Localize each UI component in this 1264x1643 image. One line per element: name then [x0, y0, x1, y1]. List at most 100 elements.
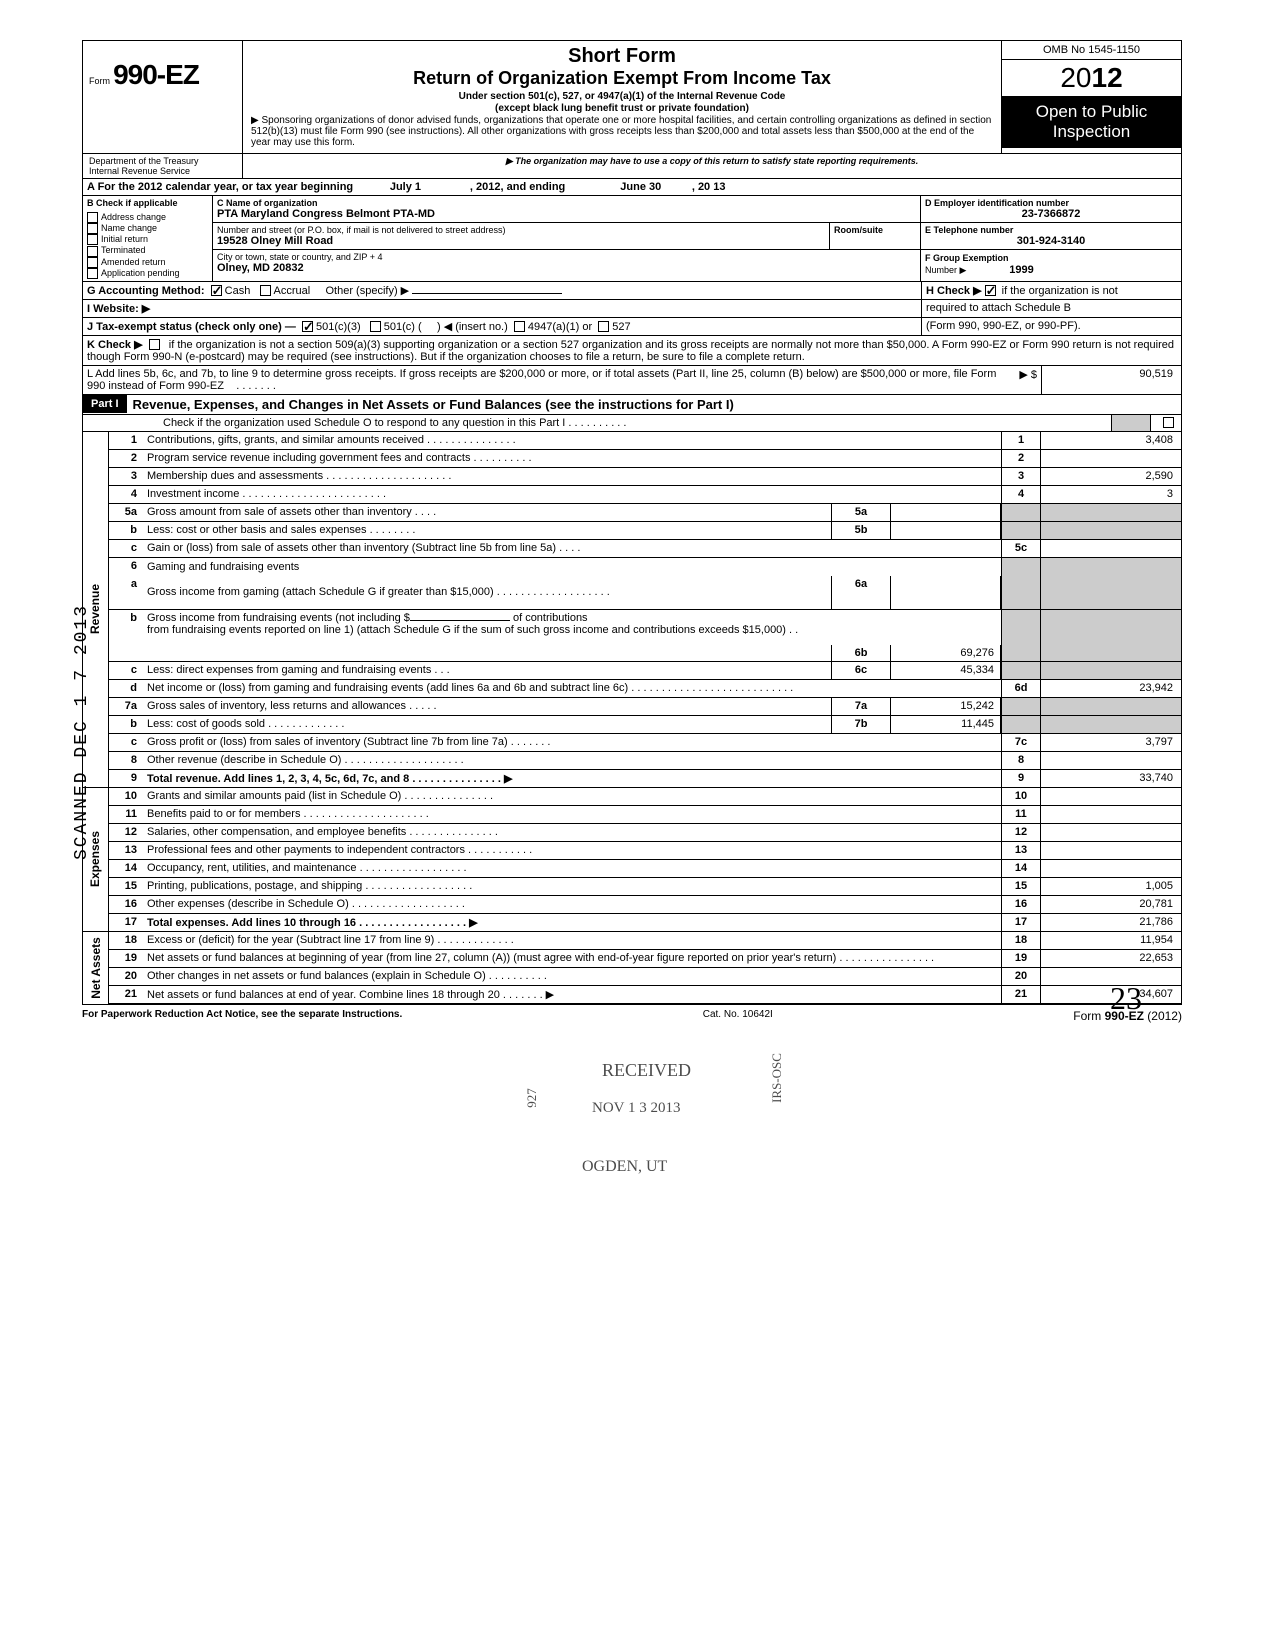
line-a: A For the 2012 calendar year, or tax yea…	[83, 179, 1181, 195]
line-10-box: 10	[1001, 788, 1041, 805]
line-14-box: 14	[1001, 860, 1041, 877]
line-5b-desc: Less: cost or other basis and sales expe…	[143, 522, 831, 539]
line-6a-num: a	[109, 576, 143, 609]
line-h: H Check ▶ if the organization is not	[921, 282, 1181, 299]
line-d-desc: Net income or (loss) from gaming and fun…	[143, 680, 1001, 697]
line-6b-desc: Gross income from fundraising events (no…	[143, 610, 831, 661]
check-501c3[interactable]	[302, 321, 313, 332]
line-3-box: 3	[1001, 468, 1041, 485]
line-6c-innerbox: 6c	[831, 662, 891, 679]
line-11-num: 11	[109, 806, 143, 823]
line-17-desc: Total expenses. Add lines 10 through 16 …	[143, 914, 1001, 931]
check-527[interactable]	[598, 321, 609, 332]
check-name-change[interactable]	[87, 223, 98, 234]
line-17-num: 17	[109, 914, 143, 931]
line-5b-innerval	[891, 522, 1001, 539]
line-7a-desc: Gross sales of inventory, less returns a…	[143, 698, 831, 715]
check-cash[interactable]	[211, 285, 222, 296]
stamp-received: RECEIVED	[602, 1060, 691, 1081]
check-h[interactable]	[985, 285, 996, 296]
line-7b-num: b	[109, 716, 143, 733]
label-address: Number and street (or P.O. box, if mail …	[217, 225, 825, 235]
check-4947[interactable]	[514, 321, 525, 332]
check-k[interactable]	[149, 339, 160, 350]
stamp-ogden: OGDEN, UT	[582, 1158, 667, 1176]
line-13-amount	[1041, 842, 1181, 859]
check-schedule-o[interactable]	[1163, 417, 1174, 428]
line-5a-desc: Gross amount from sale of assets other t…	[143, 504, 831, 521]
line-9-num: 9	[109, 770, 143, 787]
label-room: Room/suite	[834, 225, 916, 235]
part-1-title: Revenue, Expenses, and Changes in Net As…	[127, 395, 1181, 414]
check-terminated[interactable]	[87, 246, 98, 257]
dept-treasury: Department of the Treasury Internal Reve…	[83, 154, 243, 178]
part-1-check: Check if the organization used Schedule …	[83, 415, 1111, 431]
line-h2: required to attach Schedule B	[921, 300, 1181, 317]
line-3-amount: 2,590	[1041, 468, 1181, 485]
check-accrual[interactable]	[260, 285, 271, 296]
line-8-box: 8	[1001, 752, 1041, 769]
line-21-box: 21	[1001, 986, 1041, 1003]
line-h3: (Form 990, 990-EZ, or 990-PF).	[921, 318, 1181, 335]
line-6b-innerval: 69,276	[891, 645, 1001, 661]
line-11-desc: Benefits paid to or for members . . . . …	[143, 806, 1001, 823]
check-address-change[interactable]	[87, 212, 98, 223]
line-19-amount: 22,653	[1041, 950, 1181, 967]
line-19-box: 19	[1001, 950, 1041, 967]
open-public: Open to Public Inspection	[1002, 96, 1181, 148]
line-6a-innerbox: 6a	[831, 576, 891, 609]
line-3-num: 3	[109, 468, 143, 485]
line-15-box: 15	[1001, 878, 1041, 895]
line-c-amount: 3,797	[1041, 734, 1181, 751]
line-14-desc: Occupancy, rent, utilities, and maintena…	[143, 860, 1001, 877]
line-6-num: 6	[109, 558, 143, 576]
subtitle-1: Under section 501(c), 527, or 4947(a)(1)…	[251, 91, 993, 102]
line-21-desc: Net assets or fund balances at end of ye…	[143, 986, 1001, 1003]
line-c-num: c	[109, 540, 143, 557]
line-l-amount: 90,519	[1041, 366, 1181, 394]
part-1-label: Part I	[83, 395, 127, 413]
line-7b-desc: Less: cost of goods sold . . . . . . . .…	[143, 716, 831, 733]
label-d-ein: D Employer identification number	[925, 198, 1177, 208]
subtitle-3: ▶ Sponsoring organizations of donor advi…	[251, 115, 993, 148]
line-i: I Website: ▶	[83, 300, 921, 317]
line-13-box: 13	[1001, 842, 1041, 859]
line-5a-innerval	[891, 504, 1001, 521]
subtitle-2: (except black lung benefit trust or priv…	[251, 103, 993, 114]
line-12-amount	[1041, 824, 1181, 841]
line-7a-innerbox: 7a	[831, 698, 891, 715]
label-c: C Name of organization	[217, 198, 916, 208]
line-19-desc: Net assets or fund balances at beginning…	[143, 950, 1001, 967]
check-initial-return[interactable]	[87, 234, 98, 245]
line-6b-innerbox: 6b	[831, 645, 891, 661]
line-16-amount: 20,781	[1041, 896, 1181, 913]
line-13-desc: Professional fees and other payments to …	[143, 842, 1001, 859]
line-20-desc: Other changes in net assets or fund bala…	[143, 968, 1001, 985]
line-c-desc: Gain or (loss) from sale of assets other…	[143, 540, 1001, 557]
line-8-desc: Other revenue (describe in Schedule O) .…	[143, 752, 1001, 769]
ein: 23-7366872	[925, 208, 1177, 220]
line-16-desc: Other expenses (describe in Schedule O) …	[143, 896, 1001, 913]
line-2-num: 2	[109, 450, 143, 467]
line-4-num: 4	[109, 486, 143, 503]
line-10-amount	[1041, 788, 1181, 805]
line-1-num: 1	[109, 432, 143, 449]
line-l: L Add lines 5b, 6c, and 7b, to line 9 to…	[83, 366, 1001, 394]
section-b: B Check if applicable Address change Nam…	[83, 196, 213, 281]
line-g: G Accounting Method: Cash Accrual Other …	[83, 282, 921, 299]
label-e-phone: E Telephone number	[925, 225, 1177, 235]
check-amended[interactable]	[87, 257, 98, 268]
line-5a-num: 5a	[109, 504, 143, 521]
line-20-num: 20	[109, 968, 143, 985]
check-pending[interactable]	[87, 268, 98, 279]
line-1-box: 1	[1001, 432, 1041, 449]
line-7a-innerval: 15,242	[891, 698, 1001, 715]
label-city: City or town, state or country, and ZIP …	[217, 252, 916, 262]
check-501c[interactable]	[370, 321, 381, 332]
form-header: Form 990-EZ Short Form Return of Organiz…	[82, 40, 1182, 153]
line-5a-innerbox: 5a	[831, 504, 891, 521]
city-state-zip: Olney, MD 20832	[217, 262, 916, 274]
org-name: PTA Maryland Congress Belmont PTA-MD	[217, 208, 916, 220]
line-14-num: 14	[109, 860, 143, 877]
group-number: 1999	[1009, 264, 1033, 276]
